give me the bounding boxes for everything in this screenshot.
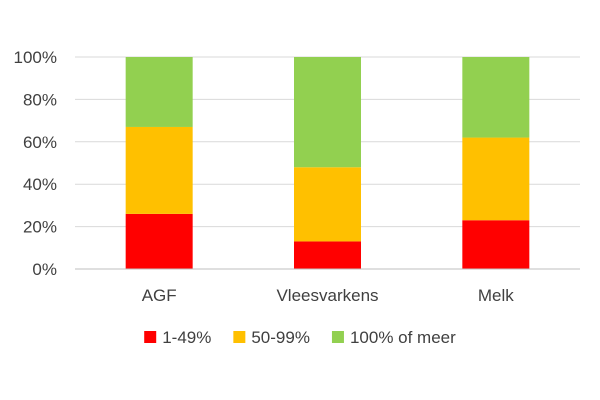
x-axis-category-labels: AGF Vleesvarkens Melk xyxy=(142,286,515,305)
legend-swatch xyxy=(144,331,157,343)
bar-segment xyxy=(294,57,361,168)
y-tick-label: 60% xyxy=(23,133,57,152)
y-tick-label: 40% xyxy=(23,175,57,194)
y-tick-label: 20% xyxy=(23,218,57,237)
bar-segment xyxy=(294,167,361,242)
bar-segment xyxy=(125,57,193,127)
legend: 1-49% 50-99% 100% of meer xyxy=(144,328,456,347)
y-tick-label: 80% xyxy=(23,90,57,109)
bar-segment xyxy=(462,57,530,138)
legend-swatch xyxy=(331,331,344,343)
bars xyxy=(125,57,530,269)
x-category-label: Vleesvarkens xyxy=(276,286,378,305)
legend-swatch xyxy=(233,331,246,343)
bar-segment xyxy=(462,220,530,269)
bar-segment xyxy=(125,126,193,214)
x-category-label: Melk xyxy=(478,286,514,305)
x-category-label: AGF xyxy=(142,286,177,305)
y-tick-label: 0% xyxy=(32,260,57,279)
legend-label: 100% of meer xyxy=(350,328,456,347)
legend-item: 1-49% xyxy=(144,328,211,347)
legend-label: 50-99% xyxy=(251,328,310,347)
bar-segment xyxy=(462,137,530,221)
legend-label: 1-49% xyxy=(162,328,211,347)
y-tick-label: 100% xyxy=(14,48,57,67)
legend-item: 50-99% xyxy=(233,328,310,347)
y-axis-tick-labels: 0% 20% 40% 60% 80% 100% xyxy=(14,48,57,279)
bar-segment xyxy=(294,241,361,269)
legend-item: 100% of meer xyxy=(331,328,456,347)
bar-segment xyxy=(125,213,193,269)
